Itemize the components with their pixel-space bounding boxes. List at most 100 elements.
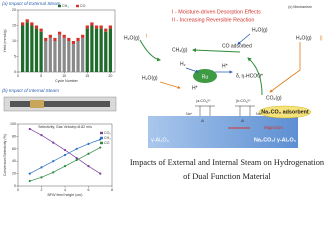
point [75, 157, 78, 160]
support [148, 116, 298, 148]
label: H* [192, 85, 198, 91]
legend-swatch [100, 136, 103, 140]
point [28, 179, 31, 183]
y-tick-label: 5 [14, 54, 16, 58]
label: || [320, 35, 323, 41]
point [40, 134, 43, 137]
bar [57, 34, 62, 72]
legend-label: CO [80, 4, 86, 8]
bar [71, 44, 76, 72]
label: Al [241, 119, 244, 123]
reactor-image [3, 96, 117, 112]
point [63, 148, 67, 152]
y-tick-label: 10 [12, 39, 16, 43]
label: CO adsorbed [222, 43, 252, 49]
x-tick-label: 10 [62, 74, 66, 78]
bar [94, 28, 99, 73]
bar [81, 37, 85, 72]
x-tick-label: 15 [85, 74, 89, 78]
chart-title: (a) Impact of External Steam [2, 1, 61, 6]
bar [62, 34, 66, 38]
y-tick-label: 20 [12, 172, 16, 176]
point [28, 127, 31, 131]
point [28, 172, 31, 175]
y-tick-label: 100 [10, 122, 16, 126]
bar [108, 28, 112, 73]
bar [25, 22, 29, 72]
bar [39, 28, 43, 32]
label: H₂O(g) [252, 27, 268, 33]
point [75, 158, 78, 162]
legend-swatch [76, 4, 79, 8]
label: γ-Al₂O₃ [151, 137, 169, 143]
legend-label: CO₂ [104, 131, 111, 135]
chart-title: (b) Impact of Internal Steam [2, 88, 59, 93]
point [63, 153, 67, 157]
bar [81, 34, 85, 38]
bar [76, 37, 80, 41]
y-tick-label: 0 [14, 184, 16, 188]
point [40, 166, 43, 169]
x-tick-label: 4 [64, 188, 66, 192]
bar [104, 28, 108, 32]
x-axis-label: Cycle Number [55, 79, 79, 83]
label: H* [222, 63, 228, 69]
bar [67, 41, 71, 72]
x-tick-label: 5 [40, 74, 42, 78]
point [52, 160, 55, 163]
note: II - Increasing Reversible Reaction [172, 17, 254, 23]
chart-subtitle: Selectivity, Gas Velocity=8.82 m/s [38, 125, 92, 129]
bar [85, 25, 89, 29]
label: Migration [264, 125, 283, 130]
bar [62, 37, 66, 72]
label: (a-CO₃)²⁻ [196, 99, 212, 103]
bar [44, 37, 48, 41]
x-tick-label: 0 [17, 188, 19, 192]
label: (b-CO₃)²⁻ [236, 99, 252, 103]
x-tick-label: 6 [88, 188, 90, 192]
point [52, 141, 55, 144]
y-axis-label: Yield (mmol/g) [3, 29, 7, 52]
x-tick-label: 8 [111, 188, 113, 192]
bar [108, 25, 112, 29]
label: Ru [202, 74, 209, 80]
x-tick-label: 2 [41, 188, 43, 192]
y-tick-label: 20 [12, 8, 16, 12]
y-tick-label: 40 [12, 159, 16, 163]
bar [90, 25, 94, 72]
bar [53, 37, 57, 41]
label: Na₂CO₃ adsorbent [261, 109, 309, 115]
caption-line: Impacts of External and Internal Steam o… [130, 158, 325, 167]
point [75, 147, 78, 150]
bar [30, 22, 34, 26]
point [99, 146, 102, 149]
y-tick-label: 0 [14, 70, 16, 74]
point [87, 152, 90, 155]
y-tick-label: 15 [12, 23, 16, 27]
label: H₂O(g) [124, 35, 140, 41]
bar [85, 28, 89, 73]
point [40, 176, 43, 179]
legend-swatch [100, 141, 103, 145]
label: Na⁺ [256, 112, 263, 116]
label: Na⁺ [186, 112, 193, 116]
y-tick-label: 60 [12, 147, 16, 151]
bar [94, 25, 99, 29]
bar [90, 22, 94, 26]
point [87, 165, 90, 168]
label: I [146, 33, 147, 39]
mechanism-diagram [139, 33, 312, 148]
label: H₂ [180, 61, 186, 67]
legend-label: CH₄ [62, 4, 69, 8]
y-tick-label: 80 [12, 134, 16, 138]
label: H₂O(g) [142, 75, 158, 81]
y-axis-label: Conversion/Selectivity (%) [3, 134, 7, 176]
point [87, 142, 90, 145]
bar [67, 37, 71, 41]
bar [104, 31, 108, 72]
note: I - Moisture-driven Desorption Effects [172, 9, 261, 15]
bar [57, 31, 62, 35]
bar [44, 41, 48, 72]
bar [48, 37, 52, 72]
bar [39, 31, 43, 72]
